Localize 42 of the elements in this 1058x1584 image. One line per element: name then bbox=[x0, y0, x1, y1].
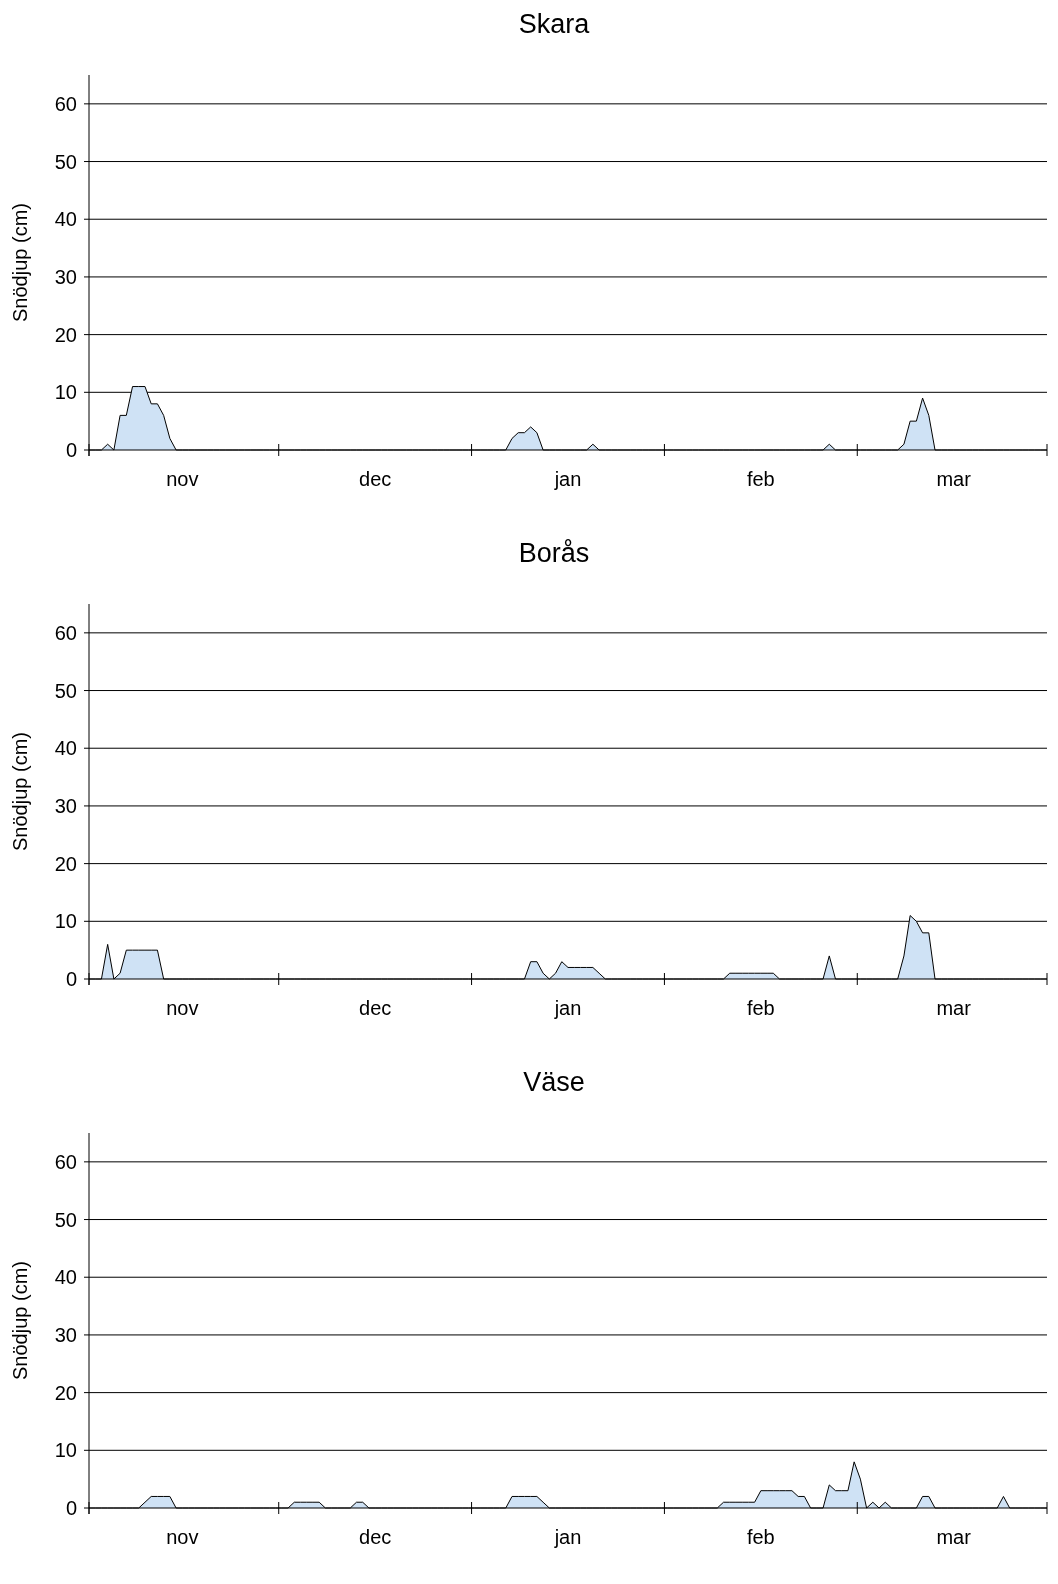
y-tick-label: 20 bbox=[54, 323, 77, 346]
y-tick-label: 20 bbox=[54, 1381, 77, 1404]
y-axis-title: Snödjup (cm) bbox=[9, 732, 31, 851]
chart-title: Väse bbox=[523, 1067, 585, 1097]
y-tick-label: 30 bbox=[54, 794, 77, 817]
y-tick-label: 10 bbox=[54, 381, 77, 404]
y-tick-label: 0 bbox=[65, 439, 77, 461]
y-tick-label: 30 bbox=[54, 265, 77, 288]
y-tick-label: 30 bbox=[54, 1323, 77, 1346]
y-tick-label: 40 bbox=[54, 1266, 77, 1289]
y-axis-title: Snödjup (cm) bbox=[9, 1261, 31, 1380]
y-axis-title: Snödjup (cm) bbox=[9, 203, 31, 322]
y-tick-label: 40 bbox=[54, 737, 77, 760]
y-tick-label: 40 bbox=[54, 208, 77, 231]
y-tick-label: 0 bbox=[65, 1497, 77, 1519]
x-tick-label: jan bbox=[553, 468, 582, 490]
x-tick-label: mar bbox=[936, 468, 972, 490]
y-tick-label: 60 bbox=[54, 92, 77, 115]
x-tick-label: feb bbox=[746, 997, 775, 1019]
y-tick-label: 10 bbox=[54, 910, 77, 933]
x-tick-label: dec bbox=[359, 1526, 392, 1548]
y-tick-label: 10 bbox=[54, 1439, 77, 1462]
x-tick-label: jan bbox=[553, 1526, 582, 1548]
y-tick-label: 20 bbox=[54, 852, 77, 875]
y-tick-label: 60 bbox=[54, 621, 77, 644]
y-tick-label: 50 bbox=[54, 150, 77, 173]
x-tick-label: nov bbox=[166, 468, 199, 490]
y-tick-label: 0 bbox=[65, 968, 77, 990]
chart-title: Borås bbox=[518, 538, 590, 568]
y-tick-label: 50 bbox=[54, 679, 77, 702]
x-tick-label: dec bbox=[359, 997, 392, 1019]
x-tick-label: nov bbox=[166, 997, 199, 1019]
chart-title: Skara bbox=[518, 9, 591, 39]
y-tick-label: 50 bbox=[54, 1208, 77, 1231]
x-tick-label: feb bbox=[746, 468, 775, 490]
x-tick-label: jan bbox=[553, 997, 582, 1019]
x-tick-label: nov bbox=[166, 1526, 199, 1548]
x-tick-label: dec bbox=[359, 468, 392, 490]
x-tick-label: mar bbox=[936, 997, 972, 1019]
y-tick-label: 60 bbox=[54, 1150, 77, 1173]
x-tick-label: feb bbox=[746, 1526, 775, 1548]
x-tick-label: mar bbox=[936, 1526, 972, 1548]
